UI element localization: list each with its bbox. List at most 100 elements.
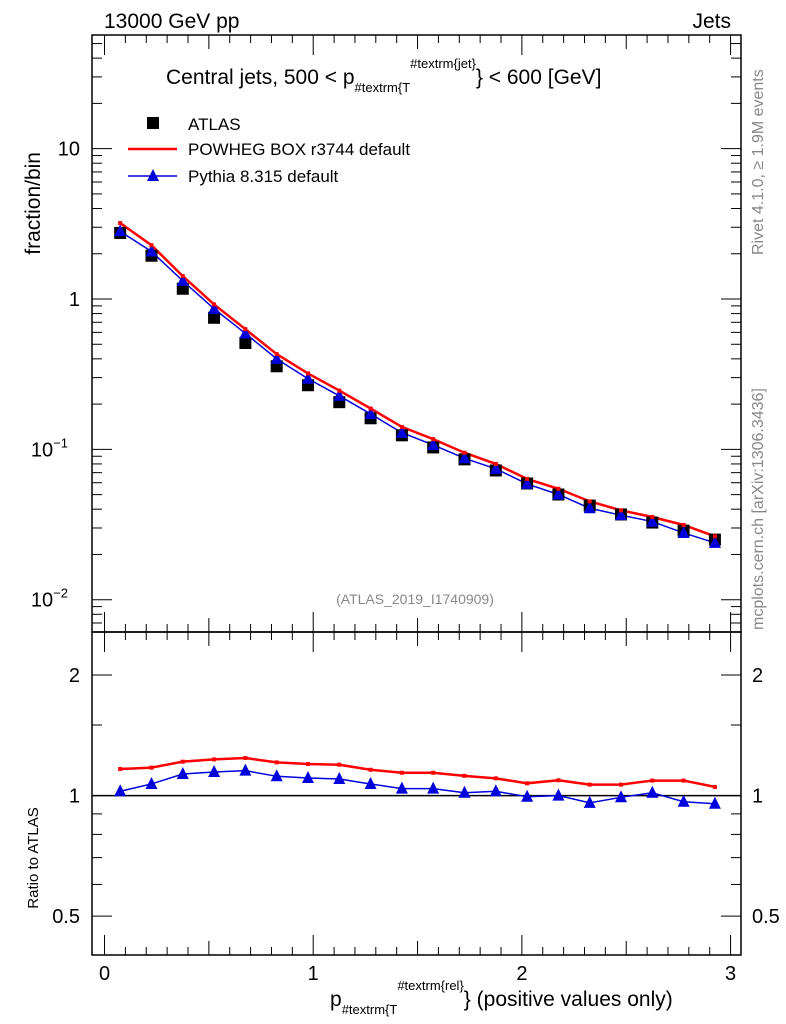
powheg-point — [212, 302, 217, 307]
header-right: Jets — [692, 10, 731, 33]
y-tick-label: 10−1 — [31, 435, 68, 461]
pythia-point — [521, 476, 534, 489]
powheg-point — [525, 476, 530, 481]
legend-marker-atlas — [147, 117, 159, 129]
ratio-y-tick-label-right: 0.5 — [752, 906, 780, 928]
powheg-ratio-point — [180, 759, 185, 764]
pythia-point — [270, 351, 283, 364]
powheg-ratio-point — [337, 762, 342, 767]
mcplots-label: mcplots.cern.ch [arXiv:1306.3436] — [750, 388, 767, 630]
powheg-point — [556, 486, 561, 491]
pythia-ratio-point — [677, 794, 690, 807]
powheg-ratio-point — [149, 765, 154, 770]
powheg-ratio-point — [493, 776, 498, 781]
powheg-ratio-point — [556, 778, 561, 783]
legend: ATLAS POWHEG BOX r3744 default Pythia 8.… — [128, 115, 410, 186]
powheg-point — [337, 388, 342, 393]
powheg-ratio-point — [619, 782, 624, 787]
pythia-ratio-point — [364, 776, 377, 789]
main-ylabel: fraction/bin — [22, 152, 45, 255]
ratio-ylabel: Ratio to ATLAS — [25, 807, 42, 908]
pythia-point — [677, 525, 690, 538]
powheg-ratio-point — [525, 781, 530, 786]
powheg-point — [712, 534, 717, 539]
pythia-point — [208, 301, 221, 314]
ratio-y-tick-label-right: 2 — [752, 665, 763, 687]
pythia-point — [552, 487, 565, 500]
pythia-point — [176, 273, 189, 286]
pythia-ratio-point — [615, 790, 628, 803]
powheg-ratio-point — [399, 770, 404, 775]
x-tick-label: 2 — [516, 963, 527, 985]
pythia-point — [239, 326, 252, 339]
atlas-point — [208, 311, 221, 324]
powheg-point — [243, 327, 248, 332]
pythia-line — [119, 230, 716, 544]
pythia-ratio-point — [114, 784, 127, 797]
powheg-ratio-point — [212, 757, 217, 762]
pythia-point — [583, 501, 596, 514]
pythia-ratio-point — [489, 784, 502, 797]
powheg-point — [274, 352, 279, 357]
powheg-point — [681, 523, 686, 528]
legend-label-pythia: Pythia 8.315 default — [188, 167, 339, 186]
powheg-point — [118, 221, 123, 226]
pythia-point — [333, 388, 346, 401]
analysis-label: (ATLAS_2019_I1740909) — [336, 591, 494, 607]
atlas-point — [239, 336, 252, 349]
pythia-ratio-point — [427, 781, 440, 794]
pythia-ratio-point — [208, 765, 221, 778]
y-tick-label: 10−2 — [31, 586, 68, 612]
powheg-ratio-point — [587, 782, 592, 787]
x-tick-label: 1 — [308, 963, 319, 985]
powheg-ratio-point — [305, 761, 310, 766]
pythia-ratio-point — [552, 788, 565, 801]
powheg-ratio-point — [462, 773, 467, 778]
plot-title: Central jets, 500 < p#textrm{T#textrm{je… — [166, 56, 601, 95]
powheg-ratio-point — [681, 778, 686, 783]
pythia-point — [489, 461, 502, 474]
pythia-point — [301, 371, 314, 384]
ratio-y-tick-label: 2 — [69, 665, 80, 687]
powheg-point — [587, 499, 592, 504]
pythia-point — [708, 535, 721, 548]
pythia-ratio-point — [176, 766, 189, 779]
pythia-ratio-point — [521, 789, 534, 802]
pythia-ratio-point — [301, 771, 314, 784]
legend-label-atlas: ATLAS — [188, 115, 241, 134]
pythia-point — [145, 244, 158, 257]
ratio-y-tick-label: 1 — [69, 786, 80, 808]
powheg-point — [619, 508, 624, 513]
pythia-point — [615, 508, 628, 521]
ratio-y-tick-label: 0.5 — [52, 906, 80, 928]
x-axis-label: p#textrm{T#textrm{rel}} (positive values… — [330, 978, 673, 1017]
pythia-ratio-line — [120, 769, 715, 805]
powheg-point — [305, 371, 310, 376]
powheg-ratio-point — [712, 784, 717, 789]
pythia-ratio-point — [145, 776, 158, 789]
powheg-point — [180, 274, 185, 279]
legend-marker-pythia — [147, 169, 159, 181]
powheg-point — [149, 243, 154, 248]
y-tick-label: 1 — [69, 289, 80, 311]
pythia-ratio-point — [583, 795, 596, 808]
legend-label-powheg: POWHEG BOX r3744 default — [188, 140, 410, 159]
powheg-ratio-point — [243, 755, 248, 760]
powheg-ratio-point — [650, 778, 655, 783]
powheg-ratio-line — [120, 756, 716, 789]
x-tick-label: 0 — [99, 963, 110, 985]
pythia-point — [364, 406, 377, 419]
powheg-ratio-point — [118, 766, 123, 771]
pythia-ratio-point — [333, 771, 346, 784]
pythia-ratio-point — [646, 785, 659, 798]
powheg-ratio-point — [274, 760, 279, 765]
header-left: 13000 GeV pp — [104, 10, 239, 33]
pythia-ratio-point — [270, 769, 283, 782]
pythia-point — [114, 224, 127, 237]
rivet-label: Rivet 4.1.0, ≥ 1.9M events — [750, 69, 767, 255]
y-tick-label: 10 — [58, 139, 80, 161]
pythia-ratio-point — [239, 763, 252, 776]
pythia-ratio-point — [458, 785, 471, 798]
powheg-ratio-point — [368, 767, 373, 772]
